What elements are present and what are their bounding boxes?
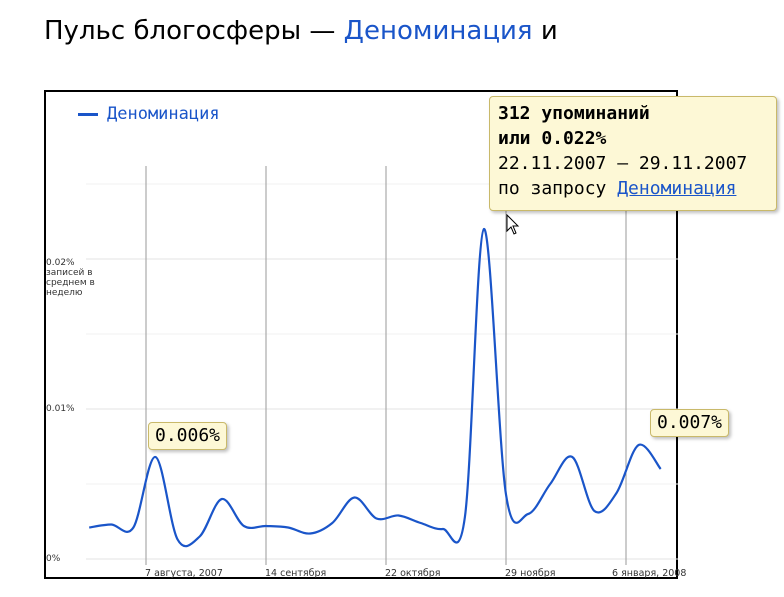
y-tick-label-0.02: 0.02%	[46, 258, 75, 268]
legend-series-label: Деноминация	[107, 104, 220, 124]
title-suffix: и	[532, 16, 558, 46]
x-tick-label: 14 сентября	[265, 568, 327, 579]
tooltip-query-link[interactable]: Деноминация	[617, 178, 737, 199]
tooltip-query: по запросу Деноминация	[498, 176, 768, 201]
x-tick-label: 29 ноября	[505, 568, 556, 579]
legend-swatch	[78, 112, 98, 116]
mouse-cursor-icon	[506, 214, 520, 235]
x-tick-label: 22 октября	[385, 568, 441, 579]
peak-label-august: 0.006%	[148, 422, 228, 450]
tooltip-query-prefix: по запросу	[498, 178, 618, 199]
tooltip-dates: 22.11.2007 — 29.11.2007	[498, 153, 748, 174]
peak-label-january: 0.007%	[650, 409, 730, 437]
page-title: Пульс блогосферы — Деноминация и	[44, 16, 558, 46]
series-line-denominatsiya	[89, 227, 662, 548]
x-tick-label: 7 августа, 2007	[145, 568, 223, 579]
y-axis-label: записей в среднем в неделю	[46, 268, 95, 298]
y-tick-label-0: 0%	[46, 554, 61, 564]
peak-tooltip: 312 упоминаний или 0.022% 22.11.2007 — 2…	[489, 96, 777, 211]
x-tick-label: 6 января, 2008	[612, 568, 687, 579]
title-query-link[interactable]: Деноминация	[343, 16, 533, 46]
title-prefix: Пульс блогосферы —	[44, 16, 344, 46]
tooltip-percent: или 0.022%	[498, 128, 607, 149]
y-tick-label-0.01: 0.01%	[46, 404, 75, 414]
chart-legend: Деноминация	[78, 104, 220, 124]
tooltip-mentions: 312 упоминаний	[498, 103, 650, 124]
